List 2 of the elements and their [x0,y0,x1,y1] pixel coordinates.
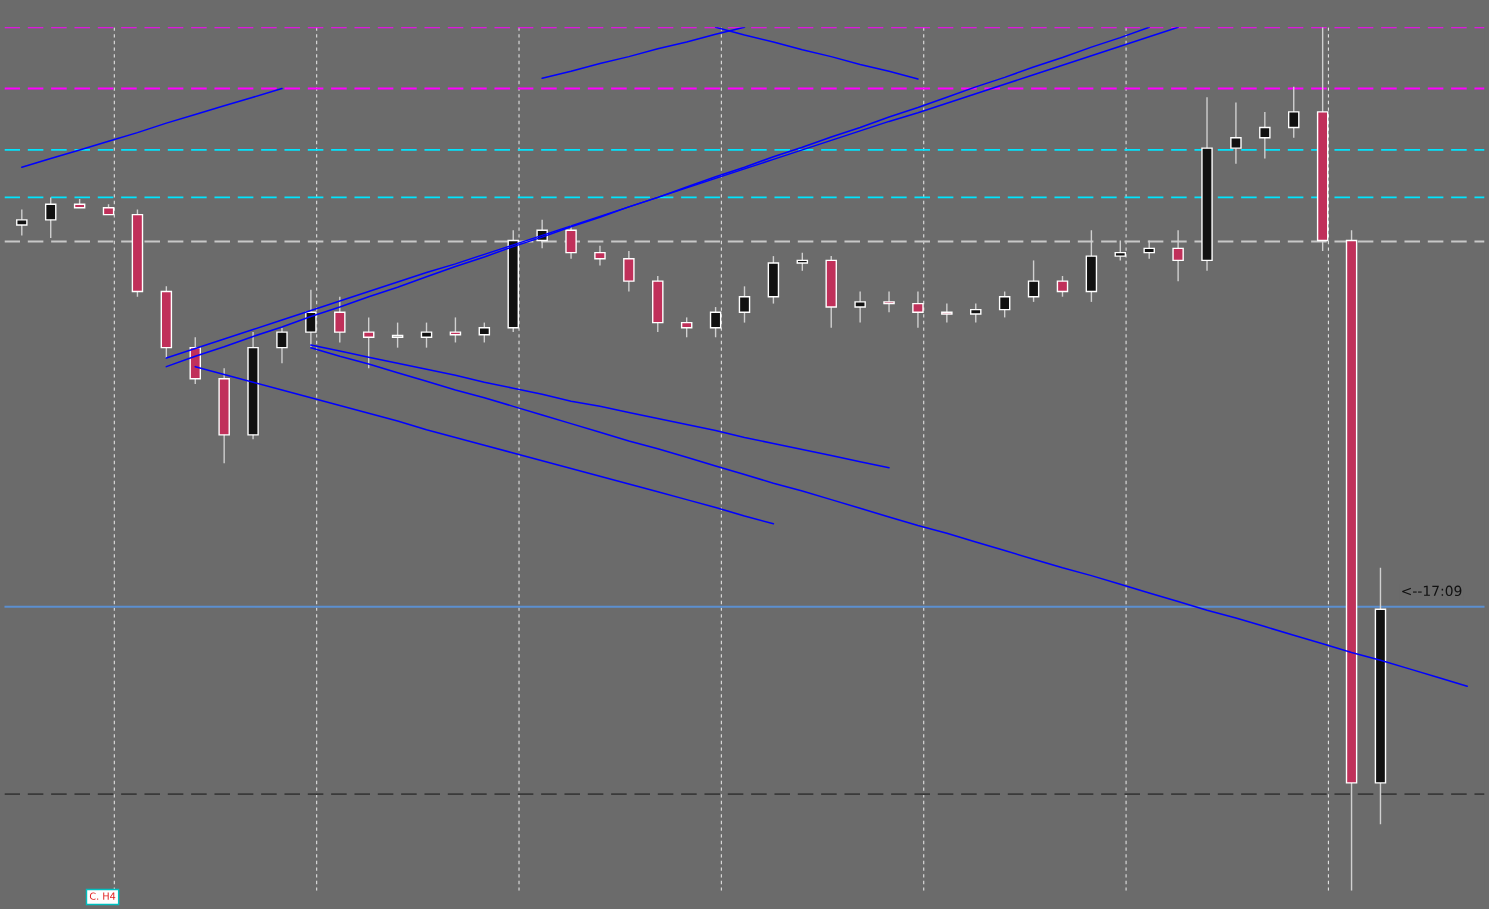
annotation: <--17:09 [1402,585,1462,597]
text: C. H4 [89,892,116,900]
